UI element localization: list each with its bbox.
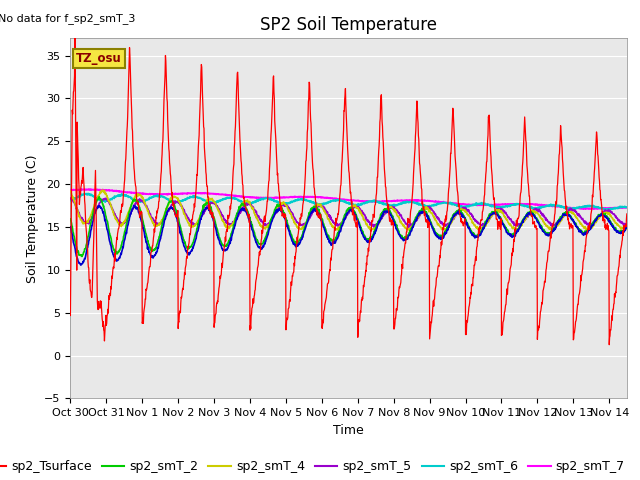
sp2_Tsurface	[605, 342, 613, 348]
sp2_smT_7	[488, 202, 495, 208]
sp2_smT_5	[67, 195, 74, 201]
sp2_smT_7	[587, 206, 595, 212]
sp2_smT_1	[228, 234, 236, 240]
Legend: sp2_Tsurface, sp2_smT_1, sp2_smT_2, sp2_smT_4, sp2_smT_5, sp2_smT_6, sp2_smT_7: sp2_Tsurface, sp2_smT_1, sp2_smT_2, sp2_…	[0, 455, 630, 480]
Title: SP2 Soil Temperature: SP2 Soil Temperature	[260, 16, 437, 34]
sp2_smT_4	[550, 226, 557, 232]
sp2_smT_4	[67, 188, 74, 194]
sp2_smT_2	[95, 194, 103, 200]
sp2_smT_2	[278, 206, 286, 212]
sp2_smT_4	[623, 226, 630, 232]
sp2_Tsurface	[550, 221, 557, 227]
sp2_Tsurface	[227, 201, 235, 206]
sp2_smT_2	[488, 209, 496, 215]
sp2_smT_6	[550, 203, 557, 208]
sp2_smT_7	[167, 191, 175, 197]
sp2_smT_7	[623, 204, 630, 210]
Line: sp2_smT_6: sp2_smT_6	[70, 193, 627, 210]
sp2_smT_7	[227, 192, 235, 198]
sp2_smT_4	[278, 200, 285, 206]
sp2_smT_4	[584, 228, 592, 234]
sp2_smT_6	[623, 204, 630, 210]
sp2_Tsurface	[71, 27, 79, 33]
sp2_smT_2	[623, 222, 630, 228]
sp2_smT_1	[130, 203, 138, 208]
Text: TZ_osu: TZ_osu	[76, 52, 122, 65]
sp2_smT_1	[77, 262, 84, 268]
sp2_smT_4	[177, 203, 185, 208]
sp2_smT_7	[278, 195, 285, 201]
sp2_smT_2	[550, 227, 557, 233]
sp2_smT_5	[177, 201, 184, 207]
sp2_smT_4	[167, 197, 175, 203]
sp2_smT_6	[167, 198, 175, 204]
Line: sp2_smT_7: sp2_smT_7	[70, 189, 627, 209]
sp2_smT_5	[550, 222, 557, 228]
sp2_smT_2	[78, 253, 86, 259]
sp2_smT_6	[177, 198, 185, 204]
sp2_smT_6	[600, 207, 608, 213]
sp2_Tsurface	[177, 294, 185, 300]
sp2_smT_2	[178, 228, 186, 234]
sp2_smT_6	[84, 191, 92, 196]
Line: sp2_smT_1: sp2_smT_1	[70, 205, 627, 265]
Y-axis label: Soil Temperature (C): Soil Temperature (C)	[26, 154, 39, 283]
sp2_smT_4	[488, 213, 495, 219]
sp2_smT_6	[278, 200, 285, 206]
sp2_Tsurface	[278, 206, 285, 212]
sp2_smT_2	[167, 198, 175, 204]
sp2_smT_7	[177, 191, 185, 197]
sp2_smT_1	[278, 210, 286, 216]
sp2_Tsurface	[67, 312, 74, 318]
sp2_smT_1	[623, 225, 630, 230]
sp2_smT_5	[623, 222, 630, 228]
sp2_smT_6	[67, 198, 74, 204]
Line: sp2_smT_4: sp2_smT_4	[70, 190, 627, 231]
sp2_smT_6	[227, 195, 235, 201]
sp2_smT_5	[488, 213, 495, 218]
Line: sp2_smT_5: sp2_smT_5	[70, 198, 627, 228]
sp2_smT_7	[550, 203, 557, 209]
sp2_Tsurface	[623, 211, 630, 217]
sp2_smT_1	[167, 205, 175, 211]
Text: No data for f_sp2_smT_3: No data for f_sp2_smT_3	[0, 13, 136, 24]
sp2_smT_4	[227, 222, 235, 228]
Line: sp2_smT_2: sp2_smT_2	[70, 197, 627, 256]
sp2_smT_7	[77, 186, 84, 192]
sp2_smT_1	[488, 212, 496, 217]
sp2_smT_1	[178, 234, 186, 240]
sp2_Tsurface	[488, 169, 495, 175]
sp2_smT_7	[67, 188, 74, 193]
sp2_smT_1	[67, 224, 74, 229]
sp2_smT_5	[227, 221, 235, 227]
X-axis label: Time: Time	[333, 424, 364, 437]
sp2_smT_1	[550, 227, 557, 233]
sp2_smT_2	[67, 216, 74, 222]
sp2_smT_5	[278, 203, 285, 208]
sp2_smT_5	[166, 204, 174, 210]
sp2_smT_6	[488, 202, 495, 208]
sp2_smT_5	[405, 225, 413, 230]
sp2_smT_4	[99, 187, 106, 193]
sp2_smT_2	[228, 230, 236, 236]
Line: sp2_Tsurface: sp2_Tsurface	[70, 30, 627, 345]
sp2_Tsurface	[167, 173, 175, 179]
